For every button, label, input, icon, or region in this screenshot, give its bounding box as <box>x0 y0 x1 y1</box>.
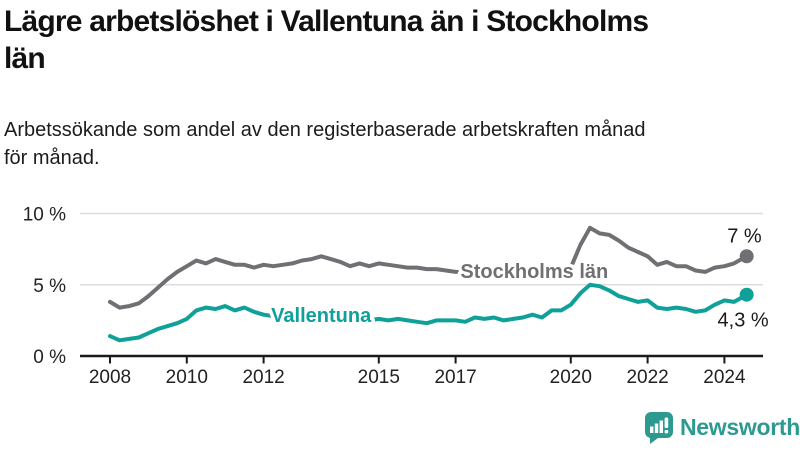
title-line-1: Lägre arbetslöshet i Vallentuna än i Sto… <box>4 5 649 38</box>
x-tick-label: 2012 <box>242 367 284 388</box>
title-line-2: län <box>4 41 46 75</box>
subtitle-line-2: för månad. <box>4 147 100 169</box>
series-label-vallentuna: Vallentuna <box>271 305 372 327</box>
newsworthy-wordmark: Newsworthy <box>680 414 800 440</box>
page-title: Lägre arbetslöshet i Vallentuna än i Sto… <box>4 4 784 77</box>
series-line-stockholms-län <box>108 225 749 310</box>
end-value-label: 4,3 % <box>718 310 769 332</box>
unemployment-line-chart: 0 % 5 % 10 % 2008 2010 2012 2015 2017 2020 2022 20… <box>23 205 769 389</box>
series-end-dot <box>739 287 754 302</box>
y-tick-label: 10 % <box>23 205 66 226</box>
subtitle-line-1: Arbetssökande som andel av den registerb… <box>4 119 646 141</box>
x-tick-label: 2020 <box>550 367 592 388</box>
x-tick-label: 2022 <box>626 367 668 388</box>
y-tick-label: 5 % <box>33 276 66 297</box>
bar-chart-speech-bubble-icon <box>644 412 673 444</box>
series-end-dot <box>739 249 754 264</box>
x-tick-label: 2015 <box>358 367 400 388</box>
newsworthy-logo[interactable]: Newsworthy <box>644 411 800 444</box>
end-value-label: 7 % <box>727 225 762 247</box>
series-line-vallentuna <box>108 282 749 343</box>
x-tick-label: 2017 <box>434 367 476 388</box>
chart-subtitle: Arbetssökande som andel av den registerb… <box>4 116 704 172</box>
x-tick-label: 2024 <box>703 367 746 388</box>
series-label-stockholms-län: Stockholms län <box>460 261 608 283</box>
y-tick-label: 0 % <box>33 347 66 368</box>
x-tick-label: 2008 <box>89 367 131 388</box>
x-tick-label: 2010 <box>166 367 208 388</box>
